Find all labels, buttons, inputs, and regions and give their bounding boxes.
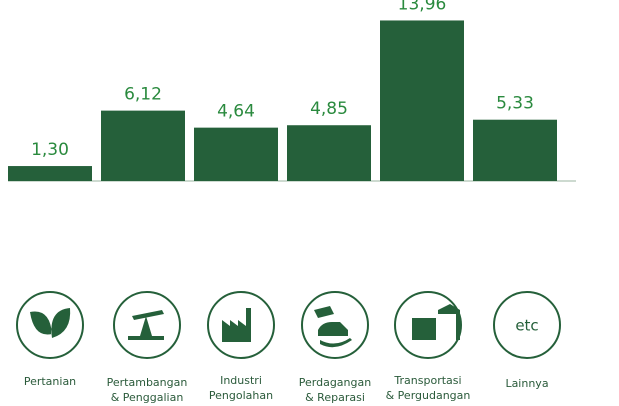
bar <box>287 125 371 181</box>
bar <box>194 127 278 181</box>
category-label: & Pergudangan <box>386 389 471 402</box>
category-label: Pertambangan <box>107 376 188 389</box>
value-label: 4,64 <box>217 102 255 122</box>
icons: etc <box>16 291 561 359</box>
value-label: 5,33 <box>496 94 534 114</box>
value-label: 1,30 <box>31 140 69 160</box>
icon-text: etc <box>515 317 538 335</box>
category-label: Lainnya <box>505 377 548 390</box>
value-label: 4,85 <box>310 99 348 119</box>
icon-trade <box>314 306 352 348</box>
bar <box>101 110 185 181</box>
category-label: Pertanian <box>24 375 76 388</box>
icon-circle <box>301 291 369 359</box>
icon-factory <box>222 308 251 342</box>
category-label: Industri <box>220 374 262 387</box>
icon-circle <box>493 291 561 359</box>
icon-transport <box>412 304 460 340</box>
category-label: Pengolahan <box>209 389 273 402</box>
icon-circle <box>16 291 84 359</box>
category-label: & Penggalian <box>111 391 184 404</box>
value-label: 6,12 <box>124 85 162 105</box>
category-label: & Reparasi <box>305 391 365 404</box>
value-label: 13,96 <box>398 0 447 14</box>
icon-circle <box>394 291 462 359</box>
bar <box>8 166 92 181</box>
category-label: Transportasi <box>393 374 461 387</box>
category-label: Perdagangan <box>299 376 371 389</box>
icon-circle <box>207 291 275 359</box>
bar <box>380 20 464 182</box>
icon-leaf <box>30 308 71 338</box>
icon-pump <box>128 310 164 340</box>
icon-circle <box>113 291 181 359</box>
bar <box>473 119 557 181</box>
